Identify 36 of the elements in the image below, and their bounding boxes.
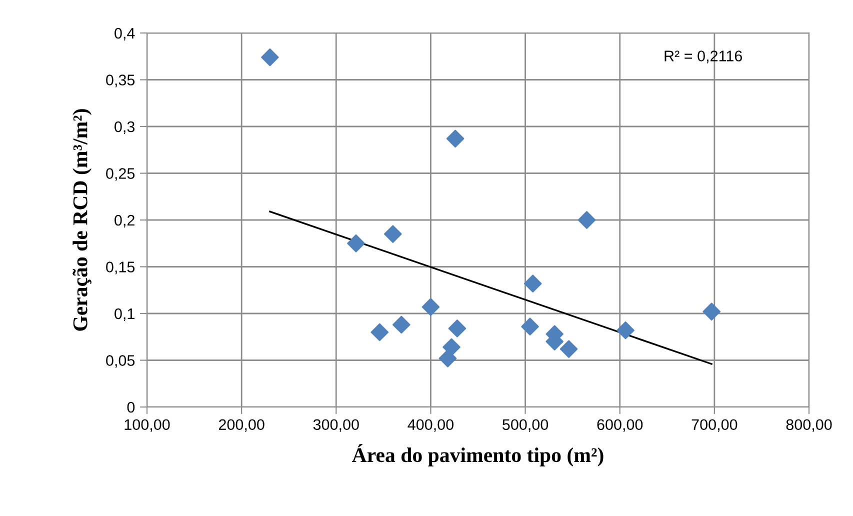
point xyxy=(442,338,460,356)
x-tick-label: 700,00 xyxy=(692,419,738,432)
point xyxy=(560,340,578,358)
x-tick-label: 800,00 xyxy=(786,419,832,432)
point xyxy=(448,320,466,338)
point xyxy=(384,225,402,243)
point xyxy=(578,211,596,229)
y-tick-label: 0,15 xyxy=(106,262,135,274)
point xyxy=(616,321,634,340)
x-tick-label: 200,00 xyxy=(218,419,264,432)
point xyxy=(446,130,464,148)
x-tick-label: 600,00 xyxy=(597,419,643,432)
y-tick-label: 0,05 xyxy=(106,355,135,368)
x-tick-label: 300,00 xyxy=(313,419,359,432)
x-tick-label: 400,00 xyxy=(408,419,454,432)
point xyxy=(438,349,457,368)
point xyxy=(521,318,539,336)
y-tick-label: 0,1 xyxy=(114,308,134,321)
point xyxy=(702,302,721,321)
y-tick-label: 0,4 xyxy=(114,28,135,40)
point xyxy=(370,323,389,342)
x-tick-label: 100,00 xyxy=(124,419,170,432)
point xyxy=(392,316,410,334)
y-tick-label: 0,3 xyxy=(114,121,135,134)
x-tick-label: 500,00 xyxy=(502,419,548,432)
y-axis-title: Geração de RCD (m³/m²) xyxy=(72,109,92,331)
point xyxy=(422,298,440,316)
y-tick-label: 0 xyxy=(127,402,135,413)
point xyxy=(347,234,365,252)
annotation: R² = 0,2116 xyxy=(664,50,742,64)
x-axis-title: Área do pavimento tipo (m²) xyxy=(352,444,604,466)
y-tick-label: 0,2 xyxy=(114,214,134,228)
y-tick-label: 0,35 xyxy=(106,74,135,88)
point xyxy=(524,274,542,292)
y-tick-label: 0,25 xyxy=(106,168,135,181)
point xyxy=(261,48,279,66)
